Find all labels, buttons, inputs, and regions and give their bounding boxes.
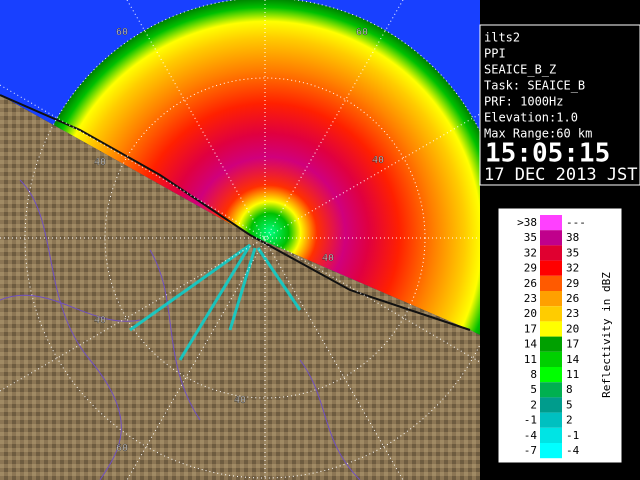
legend-high: 2 [566,414,573,427]
info-line: PRF: 1000Hz [484,95,563,109]
legend-low: 5 [530,383,537,396]
info-line: Elevation:1.0 [484,111,578,125]
legend-high: 14 [566,353,580,366]
legend-high: 17 [566,338,579,351]
info-line: Max Range:60 km [484,127,592,141]
legend-swatch [540,412,562,428]
legend-swatch [540,260,562,276]
legend-high: 23 [566,307,579,320]
legend-low: 14 [524,338,538,351]
legend-high: --- [566,216,586,229]
legend-low: 32 [524,246,537,259]
legend-low: 35 [524,231,537,244]
ring-label: 40 [94,315,106,326]
legend-swatch [540,427,562,443]
legend-low: 11 [524,353,537,366]
info-line: Task: SEAICE_B [484,79,585,93]
legend-swatch [540,306,562,322]
legend-swatch [540,351,562,367]
legend-low: -7 [524,444,537,457]
legend-high: 29 [566,277,579,290]
info-line: ilts2 [484,31,520,45]
legend-swatch [540,382,562,398]
info-panel [479,24,640,186]
legend-high: 20 [566,322,579,335]
time: 15:05:15 [485,139,610,169]
legend-swatch [540,367,562,383]
legend-high: -4 [566,444,580,457]
legend-high: -1 [566,429,579,442]
legend-low: -4 [524,429,538,442]
legend-high: 26 [566,292,579,305]
date: 17 DEC 2013 JST [484,165,638,185]
legend-high: 5 [566,398,573,411]
ring-label: 40 [234,395,246,406]
legend-low: 23 [524,292,537,305]
ring-label: 60 [116,27,128,38]
legend-swatch [540,215,562,231]
legend-swatch [540,275,562,291]
ring-label: 40 [372,155,384,166]
legend-high: 38 [566,231,579,244]
radar-view: 60 60 40 40 40 40 40 60 [0,0,480,480]
legend-swatch [540,321,562,337]
legend-high: 11 [566,368,579,381]
legend-swatch [540,230,562,246]
info-line: SEAICE_B_Z [484,63,556,77]
legend-high: 35 [566,246,579,259]
ring-label: 40 [94,157,106,168]
legend-low: 20 [524,307,537,320]
legend-high: 8 [566,383,573,396]
legend-swatch [540,291,562,307]
legend-low: >38 [517,216,537,229]
legend-low: 17 [524,322,537,335]
ring-label: 40 [322,253,334,264]
legend-low: -1 [524,414,537,427]
legend-low: 26 [524,277,537,290]
legend-high: 32 [566,262,579,275]
legend-low: 29 [524,262,537,275]
ring-label: 60 [356,27,368,38]
legend-low: 2 [530,398,537,411]
legend-swatch [540,336,562,352]
ring-label: 60 [116,443,128,454]
legend-swatch [540,245,562,261]
legend-low: 8 [530,368,537,381]
legend-swatch [540,443,562,459]
legend-title: Reflectivity in dBZ [600,272,613,398]
legend-swatch [540,397,562,413]
info-line: PPI [484,47,506,61]
